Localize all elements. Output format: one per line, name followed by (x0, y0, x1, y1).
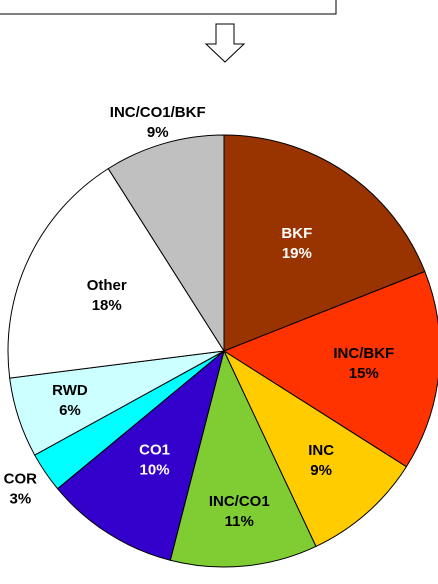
pie (7, 134, 438, 568)
slice-label: INC/CO1/BKF (110, 104, 206, 121)
box-edge (0, 0, 337, 15)
slice-label: INC (308, 442, 334, 459)
slice-label: CO1 (139, 441, 170, 458)
slice-label: RWD (52, 382, 88, 399)
slice-value-label: 11% (225, 513, 254, 530)
pie-slice (7, 167, 225, 379)
slice-value-label: 9% (310, 462, 332, 479)
slice-label: Other (87, 277, 127, 294)
pie-slice (222, 349, 408, 548)
slice-value-label: 15% (349, 365, 379, 382)
slice-label: BKF (281, 225, 312, 242)
slice-value-label: 3% (9, 490, 31, 507)
slice-label: COR (4, 470, 38, 487)
pie-slice (56, 349, 225, 561)
slice-value-label: 19% (282, 245, 312, 262)
slice-label: INC/BKF (333, 345, 394, 362)
pie-slice (222, 270, 438, 468)
pie-slice (223, 134, 426, 352)
slice-value-label: 10% (140, 461, 170, 478)
down-arrow (204, 23, 246, 63)
slice-value-label: 6% (59, 402, 81, 419)
slice-value-label: 9% (147, 124, 169, 141)
pie-slice (107, 134, 225, 353)
slice-label: INC/CO1 (209, 493, 270, 510)
labels: BKF 19% INC/BKF 15% INC 9% INC/CO1 11% CO1 10% COR… (4, 104, 395, 530)
pie-slice (169, 349, 317, 568)
slice-value-label: 18% (92, 297, 122, 314)
